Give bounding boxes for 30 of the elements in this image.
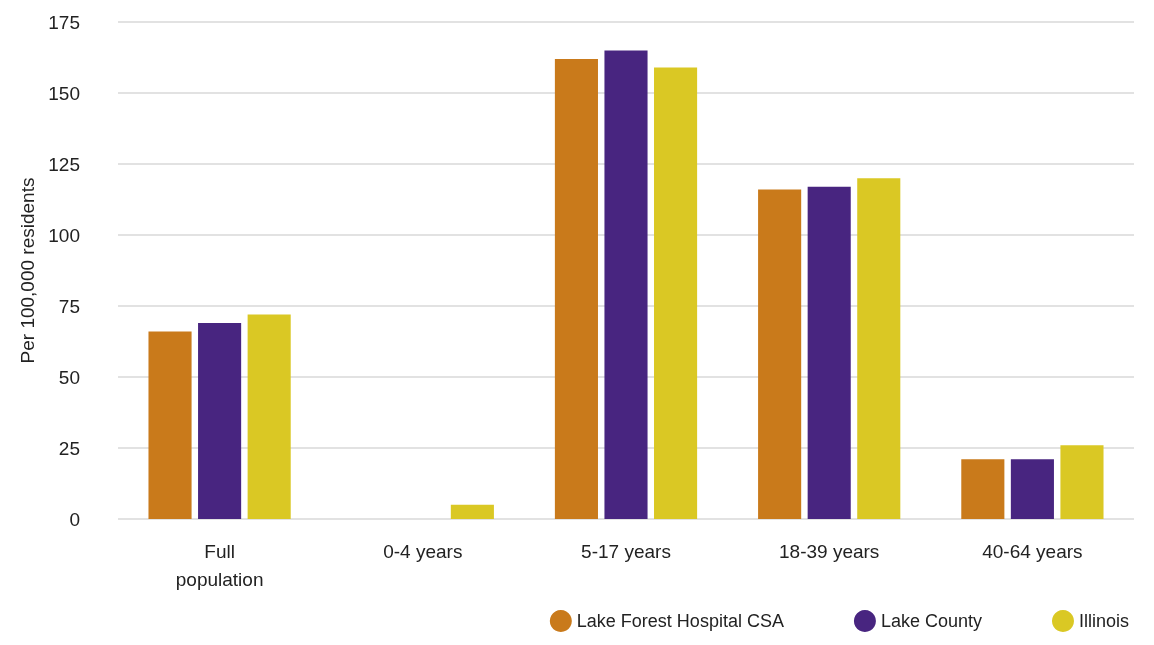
bar	[604, 50, 648, 519]
bar	[1010, 459, 1054, 519]
bar	[654, 67, 698, 519]
y-tick-label: 100	[48, 224, 80, 246]
y-tick-label: 75	[58, 295, 80, 317]
bar	[758, 189, 802, 519]
legend-label: Lake Forest Hospital CSA	[576, 611, 784, 631]
bar	[961, 459, 1005, 519]
bar	[807, 186, 851, 519]
bar	[450, 504, 494, 519]
legend-label: Lake County	[880, 611, 982, 631]
x-tick-label: Full population	[175, 540, 264, 590]
y-axis-title: Per 100,000 residents	[17, 177, 39, 364]
x-tick-label: 18-39 years	[779, 540, 880, 562]
legend-label: Illinois	[1078, 611, 1130, 631]
y-tick-label: 0	[69, 508, 80, 530]
y-tick-label: 25	[58, 437, 80, 459]
bar	[554, 58, 598, 519]
bar	[198, 323, 242, 519]
bar	[148, 331, 192, 519]
y-tick-label: 150	[48, 82, 80, 104]
x-tick-label: 0-4 years	[383, 540, 463, 562]
y-tick-label: 125	[48, 153, 80, 175]
bar	[857, 178, 901, 519]
y-tick-label: 175	[48, 11, 80, 33]
x-tick-label: 40-64 years	[982, 540, 1083, 562]
bar	[247, 314, 291, 519]
bar	[1060, 445, 1104, 519]
x-tick-label: 5-17 years	[581, 540, 671, 562]
y-tick-label: 50	[58, 366, 80, 388]
